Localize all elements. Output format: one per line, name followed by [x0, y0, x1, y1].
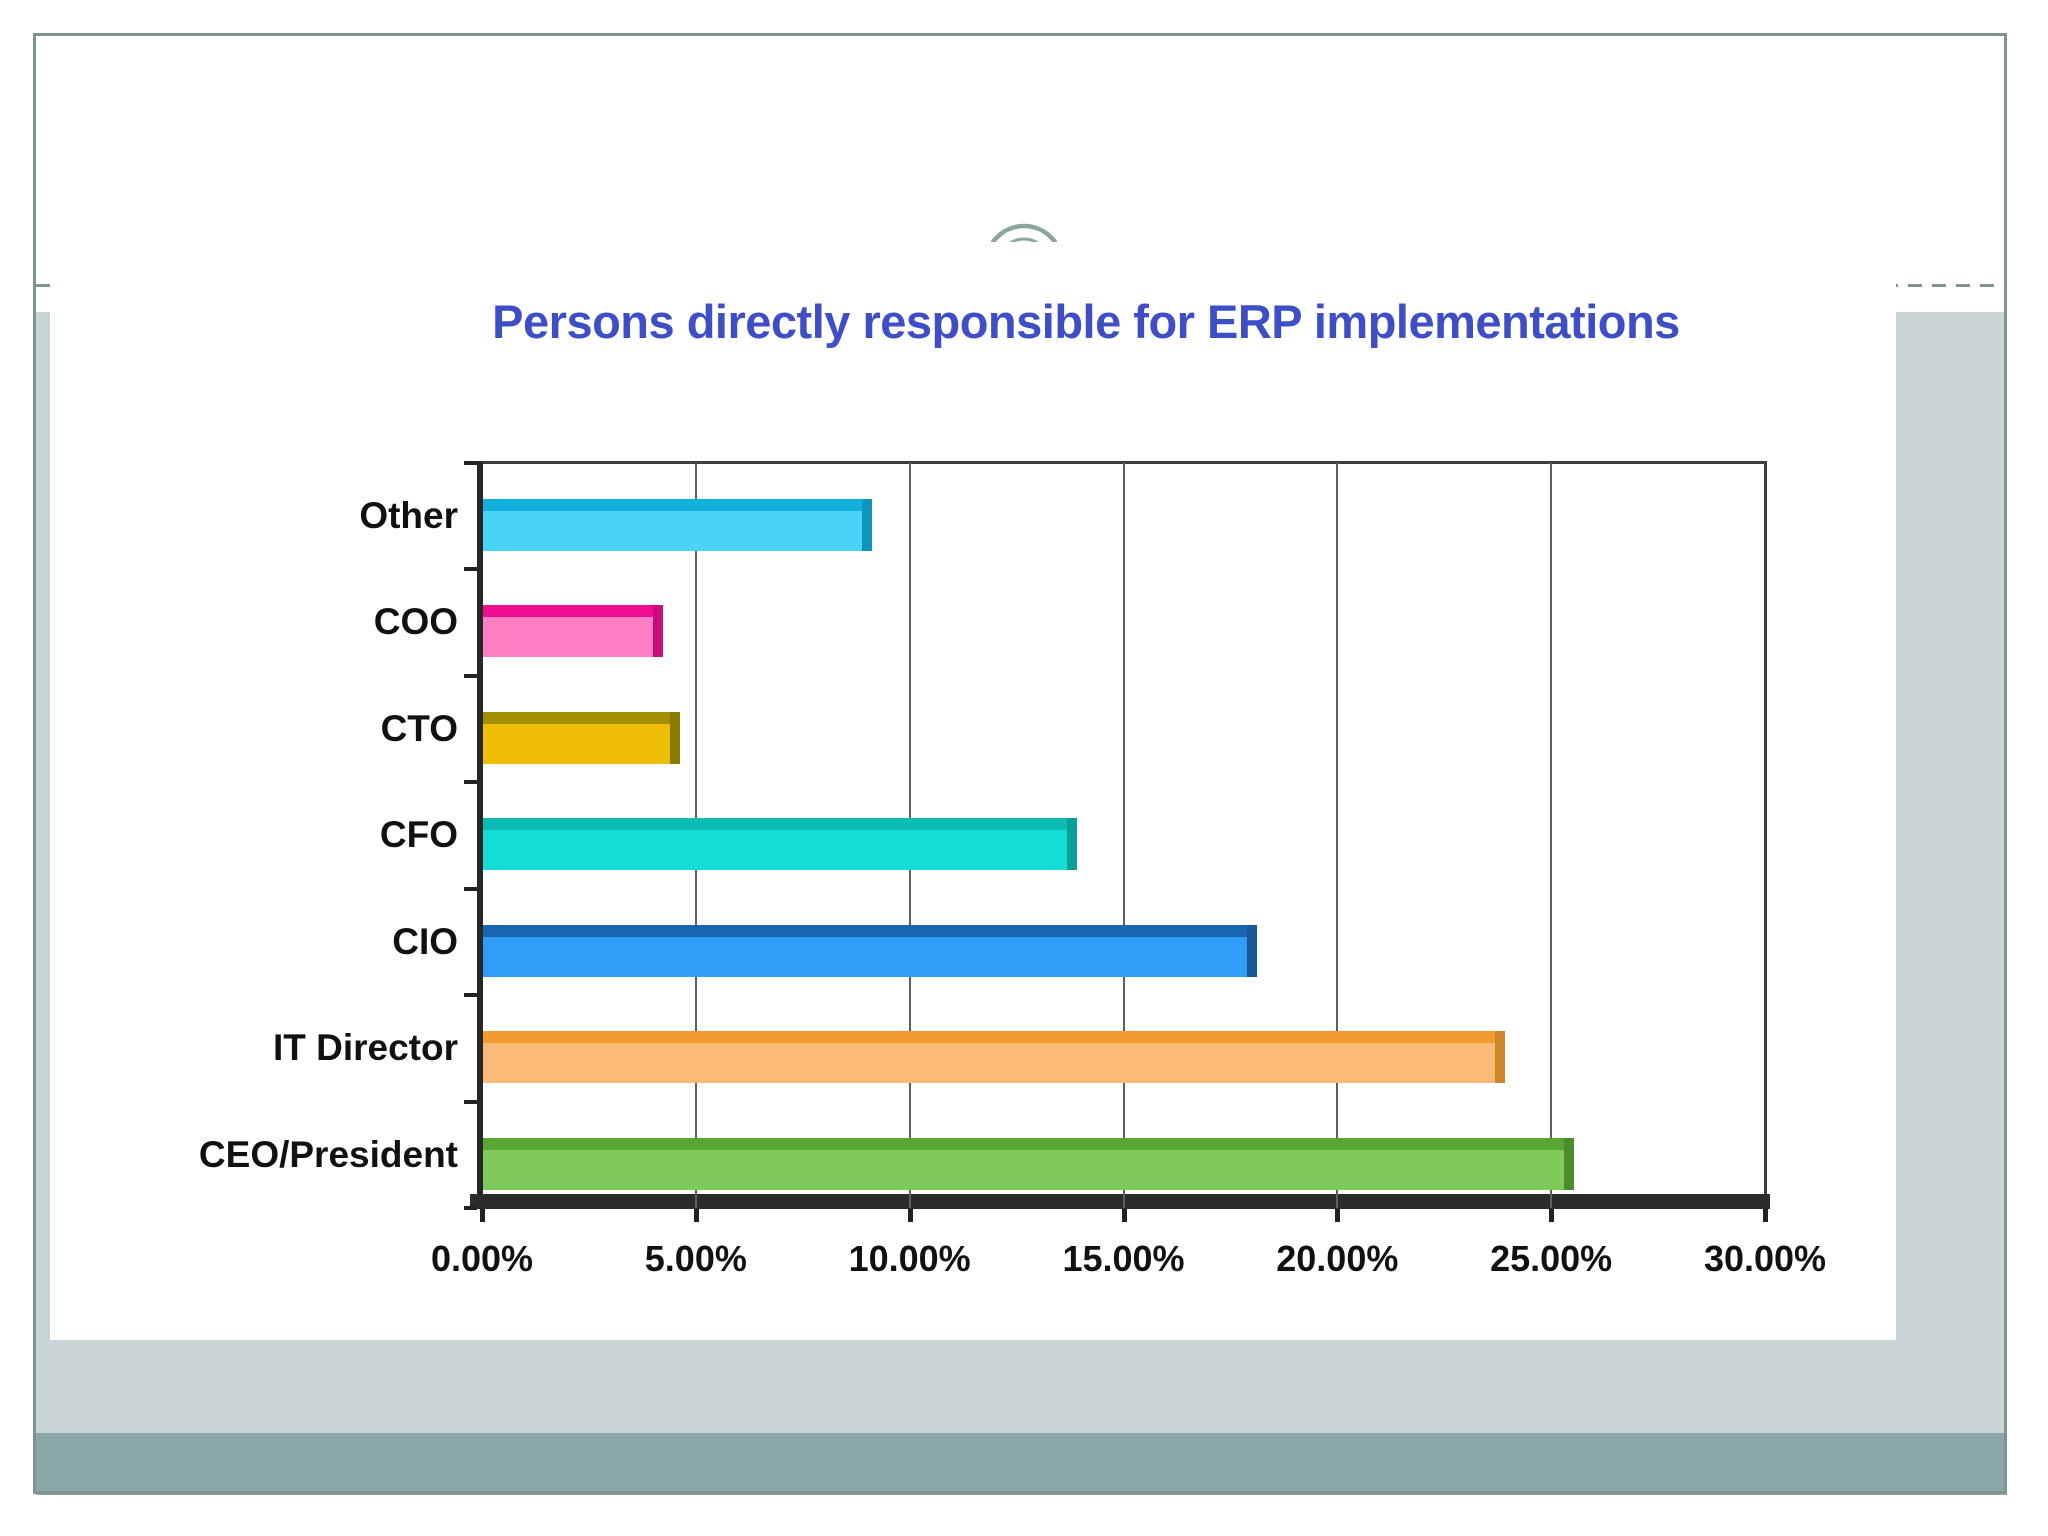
bar-bevel-top	[483, 818, 1078, 831]
x-axis-tick	[1549, 1209, 1555, 1222]
x-axis-tick	[480, 1209, 485, 1222]
x-axis-tick-label: 25.00%	[1490, 1238, 1613, 1279]
x-axis-tick-label: 20.00%	[1276, 1238, 1399, 1279]
x-axis-tick	[1335, 1209, 1341, 1222]
bar-other	[483, 499, 873, 551]
bar-bevel-top	[483, 1031, 1506, 1044]
x-axis-tick	[1763, 1209, 1768, 1222]
concentric-arcs-icon	[944, 215, 1104, 242]
y-axis-tick	[464, 780, 477, 785]
y-axis-tick	[464, 673, 477, 678]
x-axis-tick	[1121, 1209, 1127, 1222]
slide-border-frame	[33, 33, 2007, 1494]
x-axis-tick-label: 10.00%	[848, 1238, 971, 1279]
x-axis-tick-label: 0.00%	[430, 1238, 534, 1279]
bar-cto	[483, 711, 680, 764]
y-axis-tick	[464, 886, 477, 891]
bar-coo	[483, 605, 663, 658]
plot-area	[482, 461, 1767, 1208]
outer-arc	[990, 223, 1058, 242]
x-axis-tick-label: 30.00%	[1703, 1238, 1827, 1279]
category-label-ceo-president: CEO/President	[198, 1133, 458, 1175]
slide-title: Persons directly responsible for ERP imp…	[492, 295, 1680, 348]
x-axis-tick	[693, 1209, 699, 1222]
bar-bevel-top	[483, 499, 873, 511]
bar-it-director	[483, 1031, 1506, 1084]
gridline	[1550, 463, 1553, 1208]
category-label-cio: CIO	[392, 920, 458, 962]
y-axis-tick	[464, 1099, 477, 1104]
bar-bevel-top	[483, 605, 663, 618]
x-axis-line	[470, 1194, 1770, 1209]
category-label-cto: CTO	[380, 707, 458, 749]
category-label-coo: COO	[373, 601, 458, 643]
y-axis-tick	[464, 1206, 477, 1210]
gridline	[1122, 463, 1125, 1208]
bar-bevel-right	[669, 711, 680, 764]
bar-bevel-right	[1495, 1031, 1506, 1084]
bar-cfo	[483, 818, 1078, 871]
x-axis-tick-label: 5.00%	[644, 1238, 747, 1279]
y-axis-tick	[464, 567, 477, 572]
bar-bevel-right	[1563, 1137, 1574, 1190]
category-label-it-director: IT Director	[272, 1027, 458, 1069]
y-axis-tick	[464, 993, 477, 998]
bar-bevel-top	[483, 924, 1258, 937]
bar-ceo-president	[483, 1137, 1574, 1190]
bar-bevel-right	[1247, 924, 1258, 977]
background-panel-dark	[36, 1433, 2007, 1495]
bar-bevel-top	[483, 711, 680, 724]
inner-arc	[1009, 237, 1039, 242]
category-label-cfo: CFO	[379, 814, 458, 856]
category-label-other: Other	[359, 495, 458, 536]
bar-cio	[483, 924, 1258, 977]
bar-bevel-right	[652, 605, 663, 658]
x-axis-tick	[907, 1209, 913, 1222]
bar-bevel-top	[483, 1137, 1574, 1150]
y-axis-line	[477, 461, 483, 1209]
bar-bevel-right	[1067, 818, 1078, 871]
gridline	[1336, 463, 1339, 1208]
x-axis-tick-label: 15.00%	[1062, 1238, 1185, 1279]
y-axis-tick	[464, 461, 477, 465]
bar-bevel-right	[862, 499, 873, 551]
